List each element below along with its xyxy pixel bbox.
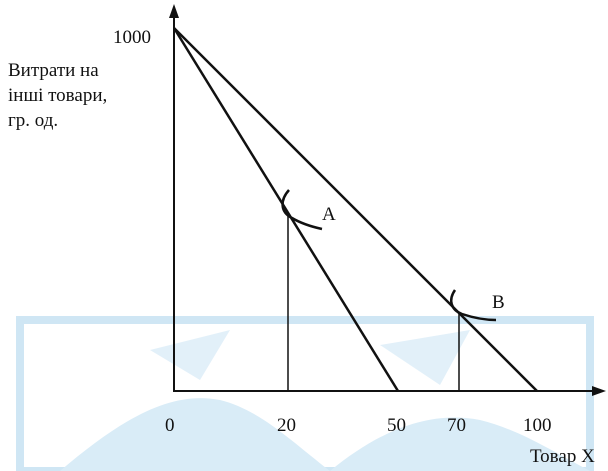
indifference-curve-b [449, 289, 497, 322]
x-tick-label: 70 [447, 415, 466, 436]
x-tick-label: 100 [523, 415, 552, 436]
budget-line-1 [172, 27, 400, 392]
point-label-b: B [492, 292, 505, 313]
point-label-a: A [322, 204, 336, 225]
y-axis-label-line: інші товари, [8, 85, 108, 106]
y-top-value-label: 1000 [113, 27, 151, 48]
x-axis-label: Товар X [530, 446, 595, 467]
x-axis-arrowhead [592, 386, 606, 396]
x-tick-label: 50 [387, 415, 406, 436]
y-axis-label-line: гр. од. [8, 110, 59, 131]
x-tick-label: 20 [277, 415, 296, 436]
y-axis-label: Витрати на інші товари, гр. од. [8, 58, 158, 133]
indifference-curve-a [281, 189, 323, 231]
x-tick-label: 0 [165, 415, 175, 436]
y-axis-arrowhead [169, 4, 179, 18]
y-axis-label-line: Витрати на [8, 60, 99, 81]
budget-line-2 [173, 27, 538, 392]
watermark [16, 316, 594, 471]
